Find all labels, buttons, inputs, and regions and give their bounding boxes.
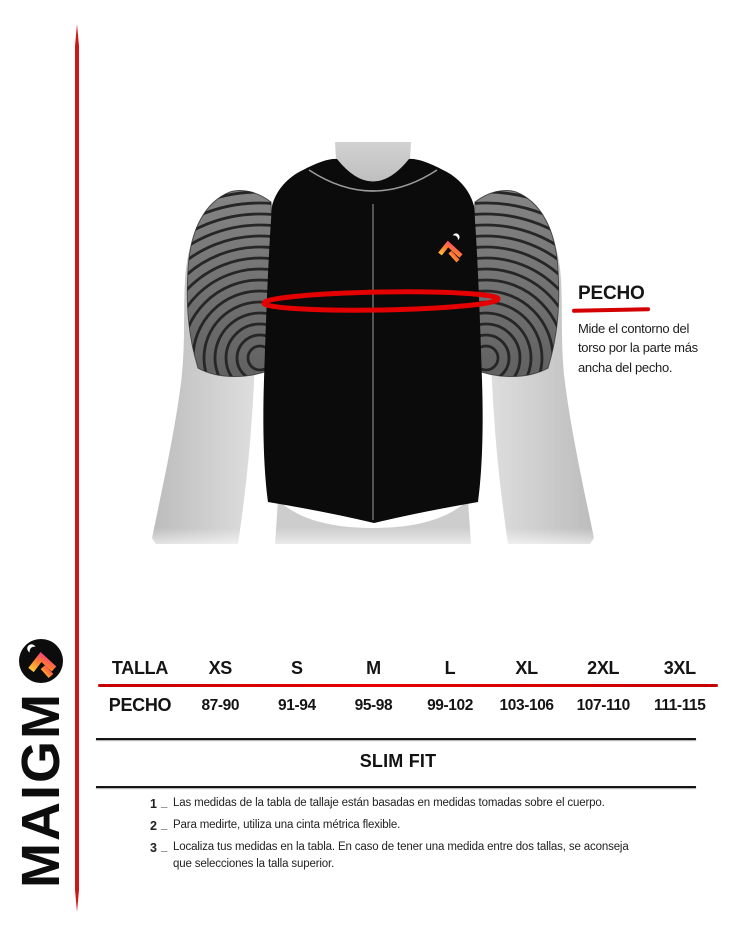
callout-underline	[571, 307, 651, 313]
size-cell-l: L	[444, 658, 456, 678]
value-cell-xl: 103-106	[499, 696, 554, 714]
note-number: 3	[150, 841, 157, 856]
value-cell-l: 99-102	[427, 696, 473, 714]
note-separator: _	[161, 841, 168, 854]
size-cell-xl: XL	[515, 658, 538, 678]
size-cell-2xl: 2XL	[587, 658, 620, 678]
measure-label: PECHO	[108, 695, 172, 715]
brand-logo: MAIGM	[11, 638, 71, 888]
value-cell-m: 95-98	[354, 696, 393, 714]
size-cell-xs: XS	[208, 658, 233, 678]
measurement-callout: PECHO Mide el contorno del torso por la …	[571, 283, 728, 377]
maigmo-circle-logo-icon	[19, 639, 63, 684]
note-item: 2 _ Para medirte, utiliza una cinta métr…	[150, 817, 642, 835]
value-cell-2xl: 107-110	[576, 696, 631, 714]
size-cell-s: S	[291, 658, 303, 678]
chest-values-row: PECHO 87-90 91-94 95-98 99-102 103-106 1…	[98, 695, 718, 716]
note-item: 1 _ Las medidas de la tabla de tallaje e…	[150, 795, 642, 813]
red-accent-stripe	[75, 24, 79, 912]
size-label: TALLA	[111, 658, 169, 678]
size-header-row: TALLA XS S M L XL 2XL 3XL	[98, 658, 718, 679]
divider-top	[96, 738, 696, 740]
divider-bottom	[96, 786, 696, 788]
size-table: TALLA XS S M L XL 2XL 3XL PECHO 87-90 91…	[98, 658, 718, 716]
size-cell-3xl: 3XL	[663, 658, 696, 678]
table-red-divider	[98, 684, 718, 687]
brand-glyph-icon	[28, 652, 57, 673]
value-cell-xs: 87-90	[201, 696, 240, 714]
brand-wordmark: MAIGM	[11, 692, 71, 888]
chest-logo-icon	[438, 233, 463, 263]
note-text: Localiza tus medidas en la tabla. En cas…	[173, 841, 629, 870]
note-separator: _	[161, 819, 168, 832]
size-cell-m: M	[366, 658, 381, 678]
notes-list: 1 _ Las medidas de la tabla de tallaje e…	[150, 795, 642, 877]
note-number: 1	[150, 797, 157, 811]
value-cell-s: 91-94	[278, 696, 316, 714]
note-text: Las medidas de la tabla de tallaje están…	[173, 797, 605, 809]
note-text: Para medirte, utiliza una cinta métrica …	[173, 819, 401, 832]
callout-title: PECHO	[578, 283, 645, 304]
callout-description: Mide el contorno del torso por la parte …	[578, 320, 698, 375]
note-separator: _	[161, 797, 168, 809]
chest-measure-line	[261, 289, 501, 313]
note-item: 3 _ Localiza tus medidas en la tabla. En…	[150, 839, 642, 872]
fit-label: SLIM FIT	[359, 751, 437, 771]
value-cell-3xl: 111-115	[653, 696, 706, 714]
collar-seam	[308, 169, 438, 192]
size-diagram	[90, 142, 610, 555]
note-number: 2	[150, 819, 157, 834]
